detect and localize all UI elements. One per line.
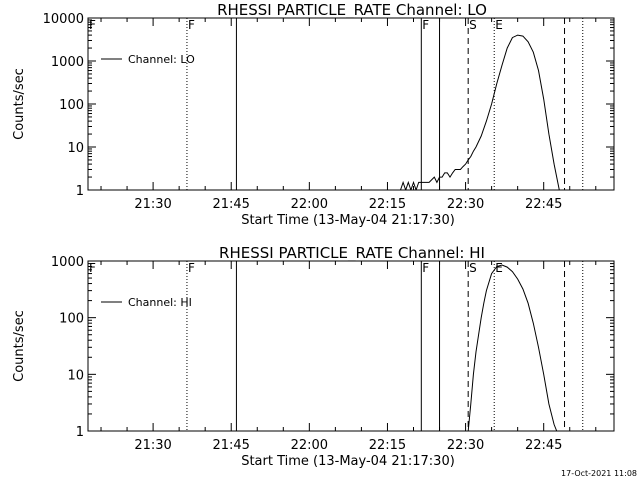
x-tick-label: 22:30 — [447, 197, 484, 212]
x-tick-label: 21:30 — [134, 438, 171, 453]
x-axis-label: Start Time (13-May-04 21:17:30) — [241, 454, 455, 469]
x-tick-label: 22:45 — [525, 438, 562, 453]
chart-title: RHESSI PARTICLE_RATE Channel: HI — [219, 244, 485, 263]
event-label: E — [495, 261, 503, 275]
x-tick-label: 22:15 — [369, 438, 406, 453]
event-label: S — [469, 18, 477, 32]
plot-frame — [87, 260, 615, 432]
event-label: F — [188, 18, 195, 32]
x-tick-label: 21:45 — [212, 197, 249, 212]
chart-title: RHESSI PARTICLE_RATE Channel: LO — [217, 1, 487, 20]
series-line — [400, 34, 560, 190]
legend-label: Channel: HI — [128, 296, 192, 309]
event-label: F — [188, 261, 195, 275]
y-tick-label: 10 — [67, 368, 84, 383]
y-tick-label: 1 — [76, 425, 84, 440]
event-label: F — [89, 261, 96, 275]
y-tick-label: 10000 — [43, 12, 84, 27]
x-tick-label: 22:45 — [525, 197, 562, 212]
x-axis-label: Start Time (13-May-04 21:17:30) — [241, 213, 455, 228]
x-tick-label: 21:45 — [212, 438, 249, 453]
event-label: F — [422, 18, 429, 32]
y-tick-label: 100 — [59, 312, 84, 327]
timestamp: 17-Oct-2021 11:08 — [561, 469, 637, 478]
x-tick-label: 22:00 — [291, 438, 328, 453]
y-tick-label: 1 — [76, 184, 84, 199]
y-tick-label: 10 — [67, 141, 84, 156]
x-tick-label: 21:30 — [134, 197, 171, 212]
event-label: F — [422, 261, 429, 275]
x-tick-label: 22:30 — [447, 438, 484, 453]
event-label: E — [495, 18, 503, 32]
y-tick-label: 1000 — [51, 255, 84, 270]
event-label: F — [89, 18, 96, 32]
y-axis-label: Counts/sec — [12, 68, 27, 140]
event-label: S — [469, 261, 477, 275]
series-line — [467, 264, 558, 431]
y-axis-label: Counts/sec — [12, 310, 27, 382]
y-tick-label: 100 — [59, 98, 84, 113]
y-tick-label: 1000 — [51, 55, 84, 70]
x-tick-label: 22:15 — [369, 197, 406, 212]
legend-label: Channel: LO — [128, 53, 195, 66]
x-tick-label: 22:00 — [291, 197, 328, 212]
plot-frame — [87, 17, 615, 191]
